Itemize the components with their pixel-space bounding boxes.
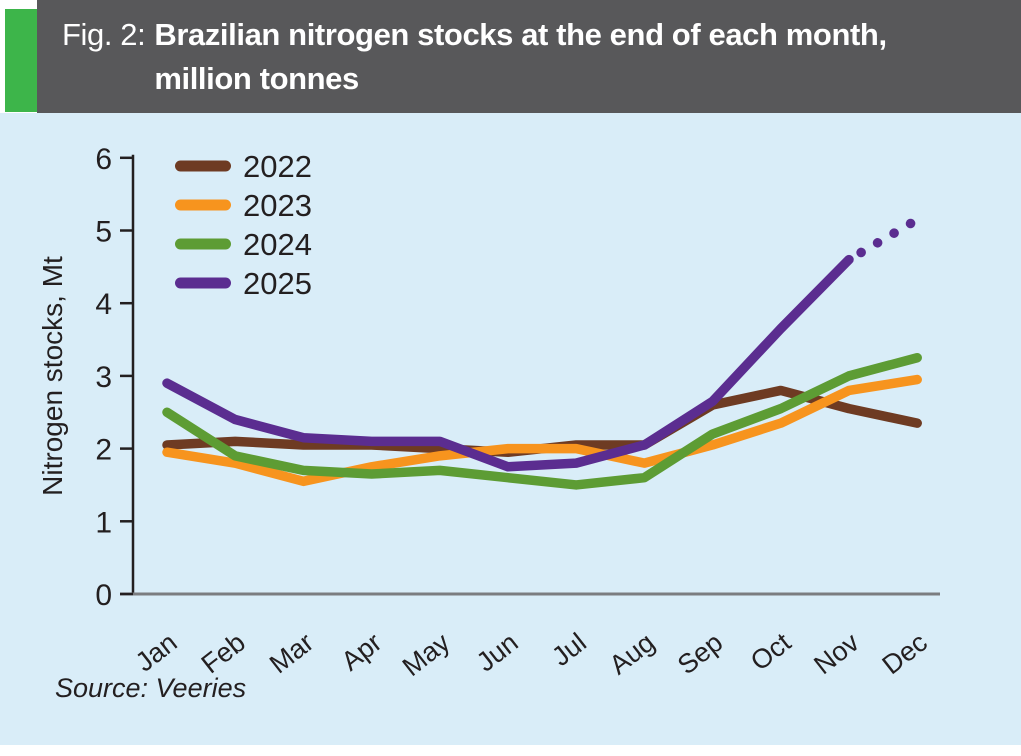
x-tick-label: Oct xyxy=(745,627,797,677)
figure-title-line1: Brazilian nitrogen stocks at the end of … xyxy=(154,16,887,52)
legend-swatch-2023 xyxy=(175,199,231,211)
month-label: Apr xyxy=(336,627,388,677)
series-dotted-2025 xyxy=(844,214,922,265)
month-label: May xyxy=(397,627,456,682)
series-line-2024 xyxy=(162,352,922,490)
x-tick-label: Apr xyxy=(336,627,388,677)
legend-label-2024: 2024 xyxy=(243,227,312,262)
month-label: Jan xyxy=(130,627,183,677)
month-label: Aug xyxy=(604,627,660,680)
legend-swatch-2025 xyxy=(175,277,231,289)
month-label: Dec xyxy=(877,627,933,680)
series-line-2023 xyxy=(162,374,922,487)
chart-area: 0 1 2 3 4 5 6 Nitrogen stocks, Mt Jan Feb Mar Apr Ma… xyxy=(0,113,1021,745)
x-tick-label: Dec xyxy=(877,627,933,680)
green-accent-bar xyxy=(5,9,37,112)
legend-label-2025: 2025 xyxy=(243,266,312,301)
x-tick-label: Jul xyxy=(546,627,592,672)
legend-swatch-2024 xyxy=(175,238,231,250)
y-tick-label: 1 xyxy=(95,506,112,539)
series-line-2025 xyxy=(162,254,854,472)
x-tick-label: Nov xyxy=(808,627,865,681)
source-note: Source: Veeries xyxy=(55,673,246,703)
figure-header: Fig. 2: Brazilian nitrogen stocks at the… xyxy=(37,0,1021,113)
month-label: Nov xyxy=(808,627,865,681)
y-tick-label: 5 xyxy=(95,216,112,249)
month-label: Jul xyxy=(546,627,592,672)
figure-title-line2: million tonnes xyxy=(154,60,359,96)
legend-swatch-2022 xyxy=(175,160,231,172)
x-tick-label: Sep xyxy=(672,627,728,680)
legend-label-2022: 2022 xyxy=(243,149,312,184)
y-tick-label: 0 xyxy=(95,579,112,612)
y-tick-label: 3 xyxy=(95,361,112,394)
y-tick-label: 6 xyxy=(95,143,112,176)
x-tick-label: Jun xyxy=(471,627,524,677)
month-label: Oct xyxy=(745,627,797,677)
x-tick-label: Mar xyxy=(264,627,319,679)
month-label: Feb xyxy=(196,627,251,679)
month-label: Sep xyxy=(672,627,728,680)
line-chart: 0 1 2 3 4 5 6 Nitrogen stocks, Mt Jan Feb Mar Apr Ma… xyxy=(37,143,940,703)
month-label: Mar xyxy=(264,627,319,679)
x-tick-label: Jan xyxy=(130,627,183,677)
month-label: Jun xyxy=(471,627,524,677)
x-tick-label: Aug xyxy=(604,627,660,680)
y-axis-title: Nitrogen stocks, Mt xyxy=(37,256,68,496)
figure-number: Fig. 2: xyxy=(62,16,146,52)
y-tick-label: 2 xyxy=(95,434,112,467)
legend-label-2023: 2023 xyxy=(243,188,312,223)
x-tick-label: May xyxy=(397,627,456,682)
y-tick-label: 4 xyxy=(95,288,112,321)
x-tick-label: Feb xyxy=(196,627,251,679)
